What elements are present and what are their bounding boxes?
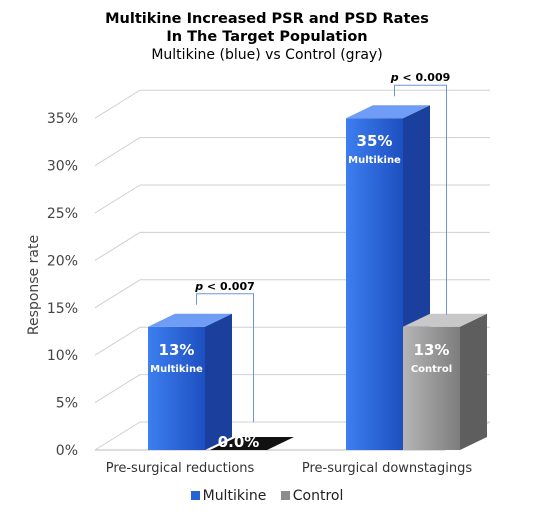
gridline-diagonal — [94, 231, 141, 261]
x-tick-label: Pre-surgical downstagings — [302, 461, 472, 476]
y-tick-label: 10% — [47, 348, 78, 364]
data-label: 13% — [414, 341, 450, 359]
bar-side-face — [460, 313, 487, 450]
chart-title-line-2: In The Target Population — [166, 29, 368, 45]
gridline-diagonal — [94, 326, 141, 356]
significance-label: p < 0.007 — [194, 280, 255, 293]
data-label: 0.0% — [218, 433, 260, 451]
chart-subtitle: Multikine (blue) vs Control (gray) — [151, 47, 383, 63]
legend-item-multikine: Multikine — [190, 488, 271, 504]
bar-front-face — [346, 118, 403, 450]
bar-front-face — [403, 326, 460, 450]
legend-label-multikine: Multikine — [202, 488, 267, 504]
y-tick-label: 25% — [47, 206, 78, 222]
legend-swatch-multikine — [190, 491, 200, 500]
gridline-diagonal — [94, 184, 141, 214]
chart-legend: Multikine Control — [0, 488, 534, 504]
bar-front-face — [148, 326, 205, 450]
y-tick-label: 20% — [47, 253, 78, 269]
chart-title-line-1: Multikine Increased PSR and PSD Rates — [105, 11, 429, 27]
bar-side-face — [205, 313, 232, 450]
data-sublabel: Multikine — [150, 364, 203, 375]
data-label: 13% — [159, 341, 195, 359]
significance-bracket — [394, 84, 447, 315]
bar-top-face — [148, 313, 232, 327]
gridline-diagonal — [94, 279, 141, 309]
significance-bracket — [196, 293, 254, 422]
gridline-diagonal — [94, 89, 141, 119]
y-tick-label: 0% — [56, 443, 78, 459]
y-tick-label: 15% — [47, 301, 78, 317]
data-label: 35% — [357, 132, 393, 150]
y-tick-label: 35% — [47, 111, 78, 127]
data-sublabel: Multikine — [348, 155, 401, 166]
x-tick-label: Pre-surgical reductions — [106, 461, 255, 476]
significance-label: p < 0.009 — [390, 71, 451, 84]
bar-control-2 — [403, 313, 487, 450]
y-tick-label: 5% — [56, 396, 78, 412]
bar-top-face — [403, 313, 487, 327]
y-tick-label: 30% — [47, 159, 78, 175]
bar-multikine-1 — [148, 313, 232, 450]
gridline-diagonal — [94, 421, 141, 451]
gridline-diagonal — [94, 374, 141, 404]
legend-item-control: Control — [280, 488, 344, 504]
bar-zero-face — [210, 437, 294, 450]
bar-top-face — [346, 105, 430, 119]
legend-swatch-control — [280, 491, 290, 500]
gridline-diagonal — [94, 137, 141, 167]
bar-control-1 — [210, 437, 294, 450]
y-axis-label: Response rate — [26, 235, 42, 335]
legend-label-control: Control — [292, 488, 344, 504]
data-sublabel: Control — [411, 364, 452, 375]
